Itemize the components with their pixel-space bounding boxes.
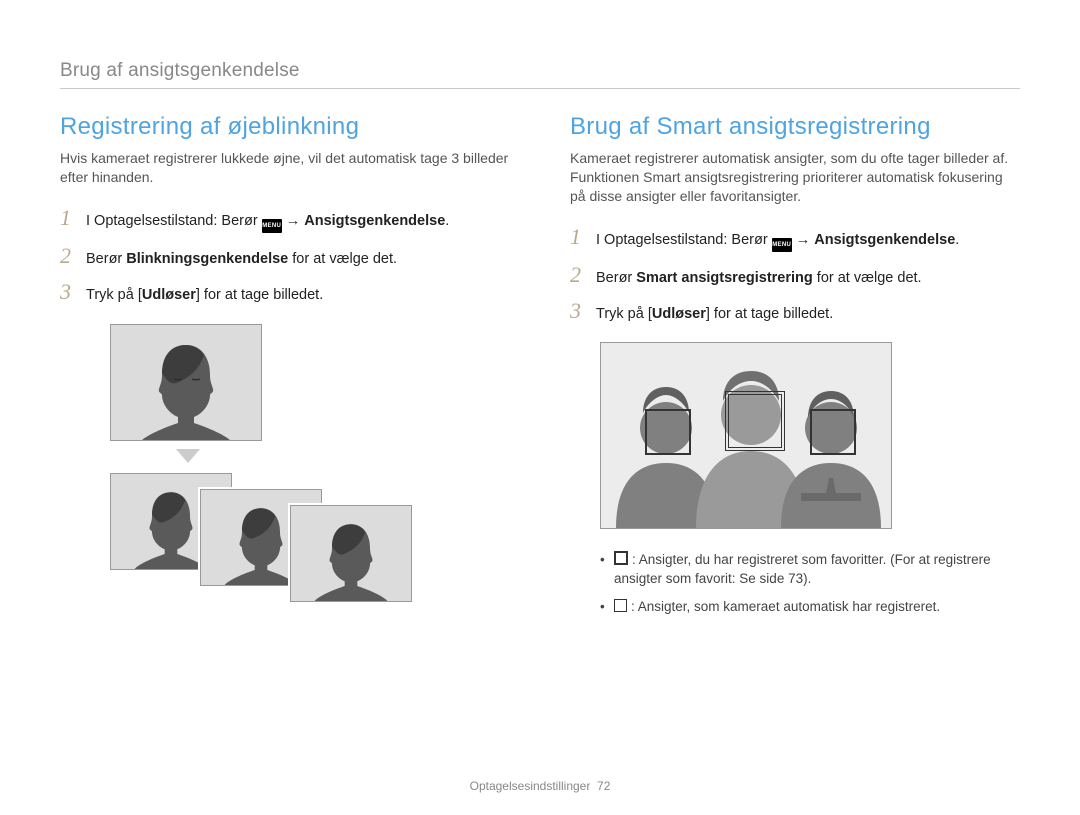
step-number: 2 [60,243,86,269]
step: 2 Berør Blinkningsgenkendelse for at væl… [60,243,510,269]
face-frame-row [110,473,430,603]
footer-section: Optagelsesindstillinger [470,779,591,793]
legend-item: • : Ansigter, du har registreret som fav… [600,551,1020,587]
bullet-icon: • [600,598,614,616]
step-text: I Optagelsestilstand: Berør MENU → Ansig… [86,211,449,233]
legend-text: : Ansigter, du har registreret som favor… [614,551,1020,587]
square-single-icon [614,599,627,612]
left-figure [110,324,510,603]
step-number: 1 [60,205,86,231]
step: 2 Berør Smart ansigtsregistrering for at… [570,262,1020,288]
step-number: 3 [60,279,86,305]
step-number: 1 [570,224,596,250]
right-intro: Kameraet registrerer automatisk ansigter… [570,149,1020,206]
divider [60,88,1020,89]
arrow-down-icon [176,449,200,463]
breadcrumb: Brug af ansigtsgenkendelse [60,60,1020,82]
menu-icon: MENU [772,238,792,252]
face-box-single [810,409,856,455]
left-heading: Registrering af øjeblinkning [60,113,510,141]
right-heading: Brug af Smart ansigtsregistrering [570,113,1020,141]
legend-text: : Ansigter, som kameraet automatisk har … [614,598,940,616]
footer: Optagelsesindstillinger 72 [0,779,1080,793]
content-columns: Registrering af øjeblinkning Hvis kamera… [60,113,1020,626]
face-silhouette-icon [304,508,399,602]
step-text: Tryk på [Udløser] for at tage billedet. [596,304,833,324]
bullet-icon: • [600,551,614,587]
footer-page: 72 [597,779,610,793]
square-double-icon [614,551,628,565]
right-figure [600,342,892,529]
step: 3 Tryk på [Udløser] for at tage billedet… [60,279,510,305]
legend: • : Ansigter, du har registreret som fav… [600,551,1020,616]
face-box-double [725,391,785,451]
face-frame-small [290,505,412,602]
left-column: Registrering af øjeblinkning Hvis kamera… [60,113,510,626]
legend-item: • : Ansigter, som kameraet automatisk ha… [600,598,1020,616]
step-number: 3 [570,298,596,324]
face-box-single [645,409,691,455]
left-steps: 1 I Optagelsestilstand: Berør MENU → Ans… [60,205,510,306]
right-column: Brug af Smart ansigtsregistrering Kamera… [570,113,1020,626]
menu-icon: MENU [262,219,282,233]
face-frame-large [110,324,262,441]
manual-page: Brug af ansigtsgenkendelse Registrering … [0,0,1080,815]
step: 3 Tryk på [Udløser] for at tage billedet… [570,298,1020,324]
step: 1 I Optagelsestilstand: Berør MENU → Ans… [60,205,510,233]
step-text: I Optagelsestilstand: Berør MENU → Ansig… [596,230,959,252]
step: 1 I Optagelsestilstand: Berør MENU → Ans… [570,224,1020,252]
step-number: 2 [570,262,596,288]
step-text: Berør Blinkningsgenkendelse for at vælge… [86,249,397,269]
step-text: Berør Smart ansigtsregistrering for at v… [596,268,922,288]
face-silhouette-icon [126,327,246,441]
left-intro: Hvis kameraet registrerer lukkede øjne, … [60,149,510,187]
step-text: Tryk på [Udløser] for at tage billedet. [86,285,323,305]
right-steps: 1 I Optagelsestilstand: Berør MENU → Ans… [570,224,1020,325]
